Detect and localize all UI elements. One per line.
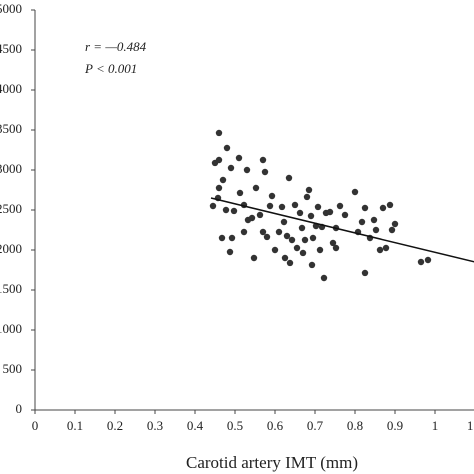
point	[299, 249, 307, 257]
y-tick-label: 2000	[0, 241, 22, 256]
x-tick-label: 0.1	[67, 418, 83, 433]
point	[298, 224, 306, 232]
point	[280, 218, 288, 226]
point	[417, 258, 425, 266]
point	[305, 186, 313, 194]
point	[370, 216, 378, 224]
point	[326, 208, 334, 216]
point	[266, 202, 274, 210]
point	[222, 206, 230, 214]
point	[293, 244, 301, 252]
x-tick-label: 0.4	[187, 418, 204, 433]
point	[227, 164, 235, 172]
x-axis-label: Carotid artery IMT (mm)	[186, 453, 358, 472]
point	[248, 214, 256, 222]
point	[388, 226, 396, 234]
point	[281, 254, 289, 262]
x-tick-label: 0	[32, 418, 39, 433]
point	[268, 192, 276, 200]
point	[250, 254, 258, 262]
point	[283, 232, 291, 240]
point	[301, 236, 309, 244]
y-tick-label: 1000	[0, 321, 22, 336]
point	[223, 144, 231, 152]
point	[314, 203, 322, 211]
x-tick-label: 0.6	[267, 418, 284, 433]
point	[218, 234, 226, 242]
point	[320, 274, 328, 282]
point	[243, 166, 251, 174]
point	[230, 207, 238, 215]
point	[351, 188, 359, 196]
point	[329, 239, 337, 247]
annotation: P < 0.001	[84, 61, 137, 76]
x-tick-label: 0.8	[347, 418, 363, 433]
point	[288, 236, 296, 244]
point	[285, 174, 293, 182]
point	[316, 246, 324, 254]
point	[336, 202, 344, 210]
x-tick-label: 1.1	[467, 418, 474, 433]
point	[286, 259, 294, 267]
point	[341, 211, 349, 219]
x-tick-label: 0.9	[387, 418, 403, 433]
point	[259, 156, 267, 164]
point	[361, 269, 369, 277]
point	[303, 193, 311, 201]
y-tick-label: 2500	[0, 201, 22, 216]
point	[307, 212, 315, 220]
y-tick-label: 3000	[0, 161, 22, 176]
point	[215, 129, 223, 137]
point	[256, 211, 264, 219]
point	[263, 233, 271, 241]
point	[376, 246, 384, 254]
point	[261, 168, 269, 176]
x-tick-label: 0.3	[147, 418, 163, 433]
point	[361, 204, 369, 212]
y-tick-label: 3500	[0, 121, 22, 136]
point	[424, 256, 432, 264]
point	[275, 228, 283, 236]
point	[215, 184, 223, 192]
point	[291, 201, 299, 209]
x-tick-label: 0.7	[307, 418, 324, 433]
point	[252, 184, 260, 192]
point	[236, 189, 244, 197]
point	[358, 218, 366, 226]
point	[379, 204, 387, 212]
point	[278, 203, 286, 211]
point	[209, 202, 217, 210]
annotation: r = —0.484	[85, 39, 147, 54]
point	[386, 201, 394, 209]
point	[226, 248, 234, 256]
point	[391, 220, 399, 228]
x-tick-label: 0.2	[107, 418, 123, 433]
point	[219, 176, 227, 184]
point	[228, 234, 236, 242]
trend-line	[210, 197, 474, 263]
point	[259, 228, 267, 236]
y-tick-label: 1500	[0, 281, 22, 296]
y-tick-label: 500	[3, 361, 23, 376]
x-tick-label: 1	[432, 418, 439, 433]
point	[382, 244, 390, 252]
x-tick-label: 0.5	[227, 418, 243, 433]
point	[215, 156, 223, 164]
point	[240, 228, 248, 236]
point	[372, 226, 380, 234]
y-tick-label: 4500	[0, 41, 22, 56]
point	[235, 154, 243, 162]
y-tick-label: 0	[16, 401, 23, 416]
point	[296, 209, 304, 217]
y-tick-label: 4000	[0, 81, 22, 96]
point	[308, 261, 316, 269]
point	[332, 244, 340, 252]
point	[271, 246, 279, 254]
point	[309, 234, 317, 242]
